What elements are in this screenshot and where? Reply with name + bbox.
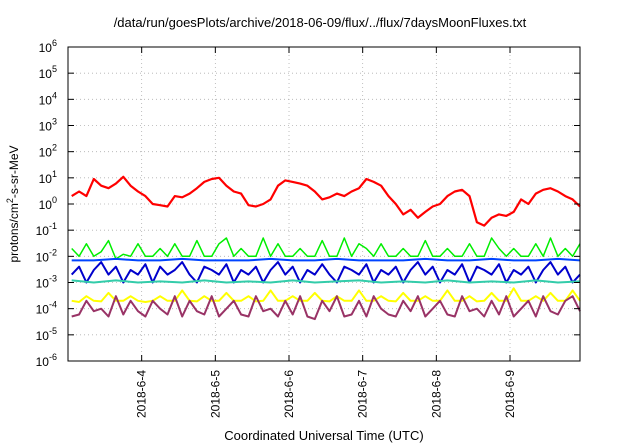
series-line (71, 295, 581, 321)
y-tick-label: 100 (39, 195, 57, 212)
y-tick-label: 103 (39, 117, 57, 134)
series-line (71, 237, 581, 260)
x-tick-label: 2018-6-4 (135, 370, 149, 418)
x-tick-label: 2018-6-5 (208, 370, 222, 418)
y-tick-label: 101 (39, 169, 57, 186)
y-tick-label: 10-1 (36, 221, 57, 238)
x-tick-label: 2018-6-6 (282, 370, 296, 418)
y-tick-label: 105 (39, 64, 57, 81)
y-tick-label: 10-4 (36, 300, 57, 317)
y-axis-label: protons/cm2-s-sr-MeV (5, 145, 21, 262)
series-line (70, 261, 581, 284)
y-tick-label: 10-5 (36, 326, 57, 343)
series-layer (70, 175, 581, 321)
grid-lines (68, 47, 580, 361)
x-tick-label: 2018-6-9 (503, 370, 517, 418)
series-line (71, 257, 581, 262)
x-axis: 2018-6-4 2018-6-5 2018-6-6 2018-6-7 2018-6-8… (135, 47, 517, 418)
y-tick-label: 102 (39, 143, 57, 160)
x-tick-label: 2018-6-7 (356, 370, 370, 418)
y-tick-label: 10-3 (36, 274, 57, 291)
x-tick-label: 2018-6-8 (429, 370, 443, 418)
y-tick-label: 10-6 (36, 352, 57, 369)
x-axis-label: Coordinated Universal Time (UTC) (224, 428, 423, 443)
series-line (71, 175, 581, 227)
y-axis: 10-6 10-5 10-4 10-3 10-2 10-1 100 101 102 103 104 1… (36, 38, 580, 369)
y-tick-label: 10-2 (36, 247, 57, 264)
chart-title: /data/run/goesPlots/archive/2018-06-09/f… (114, 15, 527, 30)
y-tick-label: 106 (39, 38, 57, 55)
series-line (71, 287, 581, 303)
y-tick-label: 104 (39, 90, 57, 107)
series-line (71, 279, 581, 284)
